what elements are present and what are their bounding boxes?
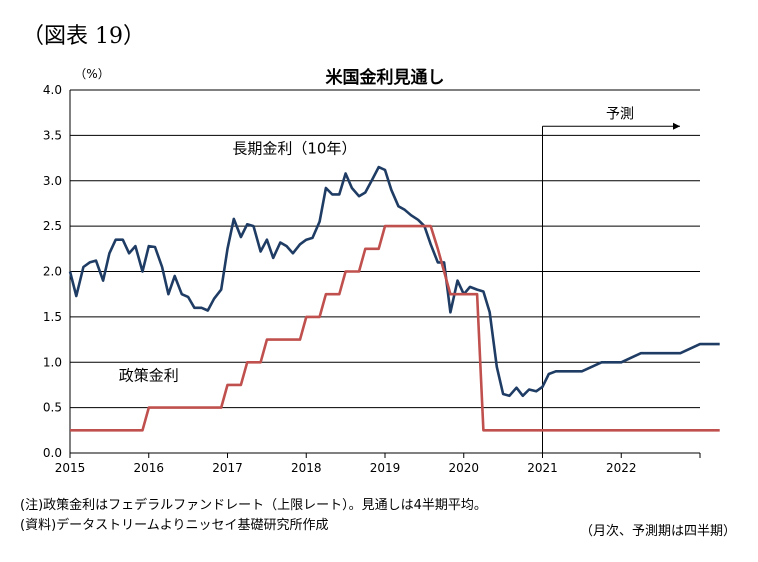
chart-title: 米国金利見通し xyxy=(326,67,445,88)
y-tick-label: 1.5 xyxy=(43,310,62,324)
x-tick-label: 2015 xyxy=(55,461,86,475)
y-tick-label: 2.0 xyxy=(43,265,62,279)
forecast-arrow-head xyxy=(673,122,680,130)
figure-label: （図表 19） xyxy=(22,24,145,49)
y-tick-label: 3.0 xyxy=(43,174,62,188)
x-tick-label: 2020 xyxy=(448,461,479,475)
y-tick-label: 4.0 xyxy=(43,83,62,97)
x-tick-label: 2022 xyxy=(606,461,637,475)
y-tick-label: 0.5 xyxy=(43,401,62,415)
y-tick-label: 0.0 xyxy=(43,446,62,460)
series-line-policy-rate xyxy=(70,224,720,432)
y-tick-label: 3.5 xyxy=(43,128,62,142)
y-axis-unit: （%） xyxy=(74,67,109,81)
grid xyxy=(70,89,700,409)
forecast-marker: 予測 xyxy=(542,106,680,453)
annotations: 長期金利（10年） 政策金利 xyxy=(119,140,357,385)
x-tick-label: 2021 xyxy=(527,461,558,475)
x-tick-label: 2019 xyxy=(370,461,401,475)
x-tick-label: 2017 xyxy=(212,461,243,475)
footnote-frequency: （月次、予測期は四半期） xyxy=(579,524,736,539)
series-line-long-term-rate xyxy=(68,165,720,398)
axes: 0.0 0.5 1.0 1.5 2.0 2.5 3.0 3.5 4.0 2015 2016 2017 2… xyxy=(43,83,701,475)
series-group xyxy=(68,165,720,432)
x-tick-label: 2018 xyxy=(291,461,322,475)
forecast-label: 予測 xyxy=(606,106,634,122)
x-tick-label: 2016 xyxy=(133,461,164,475)
series-label-long-term-rate: 長期金利（10年） xyxy=(232,140,356,158)
footnote-source: (資料)データストリームよりニッセイ基礎研究所作成 xyxy=(20,518,329,533)
series-label-policy-rate: 政策金利 xyxy=(119,366,179,384)
y-tick-label: 2.5 xyxy=(43,219,62,233)
y-tick-label: 1.0 xyxy=(43,355,62,369)
footnote-note: (注)政策金利はフェデラルファンドレート（上限レート）。見通しは4半期平均。 xyxy=(20,498,487,513)
